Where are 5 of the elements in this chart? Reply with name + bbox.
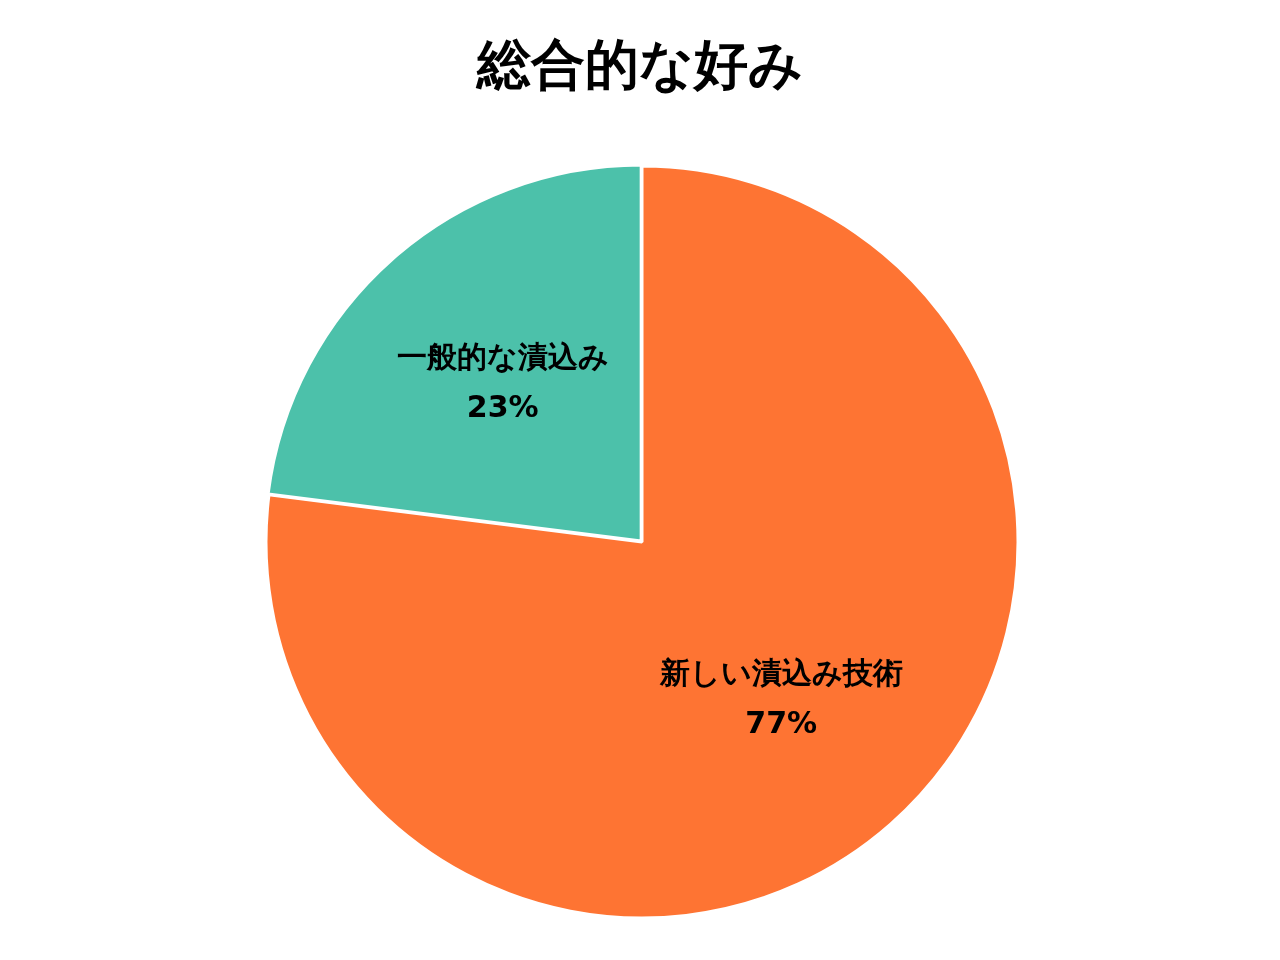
slice-label: 一般的な漬込み bbox=[396, 338, 609, 374]
slice-label: 新しい漬込み技術 bbox=[658, 654, 903, 690]
data-label: 23% bbox=[466, 388, 539, 424]
data-label: 77% bbox=[745, 704, 818, 740]
chart-title: 総合的な好み bbox=[475, 32, 804, 98]
